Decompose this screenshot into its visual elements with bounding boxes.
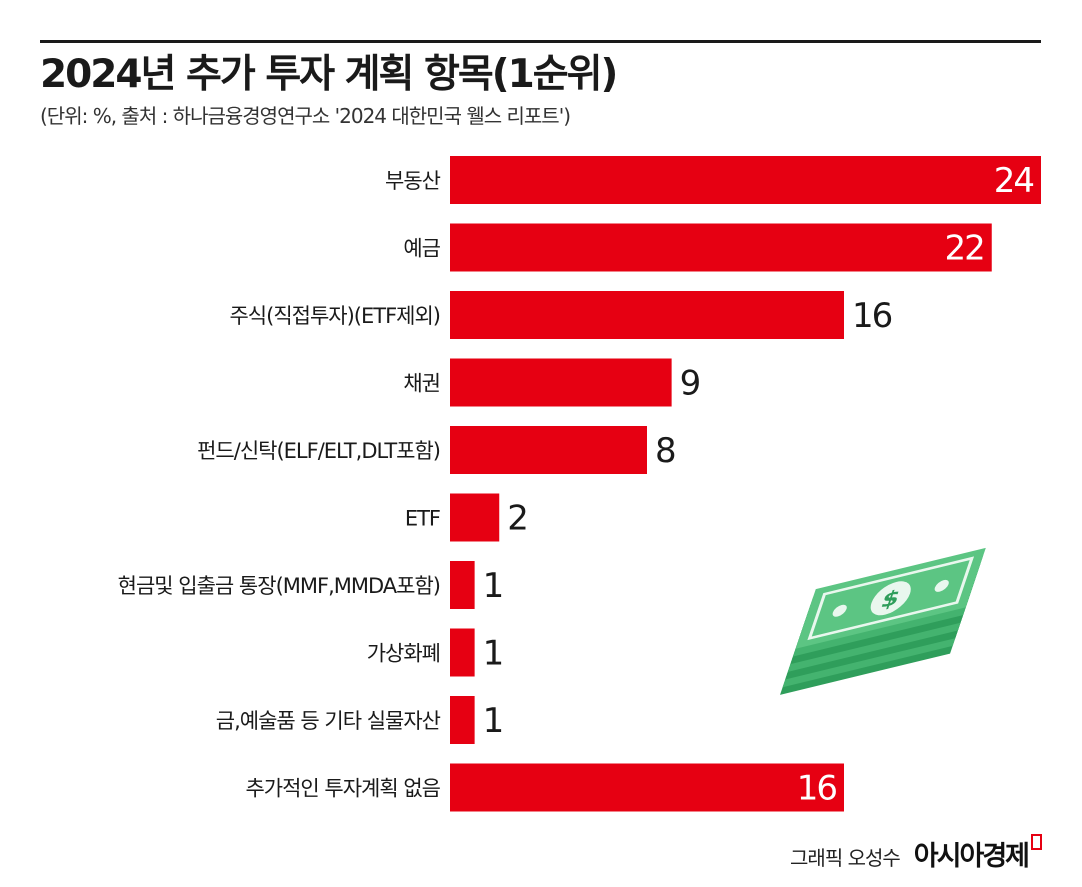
bar bbox=[450, 763, 844, 812]
brand-mark-icon bbox=[1031, 834, 1042, 850]
value-label: 2 bbox=[507, 499, 527, 539]
footer: 그래픽 오성수 아시아경제 bbox=[790, 834, 1042, 873]
bars-layer: 부동산 24 예금 22 주식(직접투자)(ETF제외) 16 채권 9 펀드/신탁(ELF/E… bbox=[118, 156, 1041, 812]
bar bbox=[450, 628, 475, 677]
category-label: 주식(직접투자)(ETF제외) bbox=[229, 304, 440, 328]
category-label: 가상화폐 bbox=[367, 642, 440, 666]
bar bbox=[450, 358, 672, 407]
category-label: ETF bbox=[405, 507, 440, 531]
bar bbox=[450, 156, 1041, 204]
value-label: 1 bbox=[483, 566, 503, 606]
chart-subtitle: (단위: %, 출처 : 하나금융경영연구소 '2024 대한민국 웰스 리포트… bbox=[40, 104, 571, 128]
bar bbox=[450, 291, 844, 339]
value-label: 9 bbox=[680, 364, 700, 404]
value-label: 8 bbox=[655, 431, 675, 471]
value-label: 22 bbox=[944, 229, 983, 269]
category-label: 현금및 입출금 통장(MMF,MMDA포함) bbox=[118, 574, 440, 598]
bar bbox=[450, 696, 475, 744]
top-rule bbox=[40, 40, 1041, 43]
graphic-credit: 그래픽 오성수 bbox=[790, 846, 901, 870]
category-label: 펀드/신탁(ELF/ELT,DLT포함) bbox=[197, 439, 440, 463]
category-label: 금,예술품 등 기타 실물자산 bbox=[216, 709, 441, 733]
brand-name: 아시아경제 bbox=[913, 841, 1030, 872]
bar bbox=[450, 493, 500, 542]
value-label: 1 bbox=[483, 701, 503, 741]
bar bbox=[450, 561, 475, 609]
value-label: 16 bbox=[852, 296, 892, 336]
brand-logo: 아시아경제 bbox=[914, 834, 1042, 873]
money-stack-icon: $ bbox=[780, 547, 986, 695]
value-label: 1 bbox=[483, 634, 503, 674]
category-label: 예금 bbox=[403, 237, 440, 261]
bar bbox=[450, 426, 647, 474]
chart-title: 2024년 추가 투자 계획 항목(1순위) bbox=[40, 52, 618, 97]
value-label: 24 bbox=[994, 161, 1034, 201]
category-label: 추가적인 투자계획 없음 bbox=[245, 777, 440, 801]
category-label: 부동산 bbox=[385, 169, 441, 193]
value-label: 16 bbox=[797, 769, 837, 809]
category-label: 채권 bbox=[403, 372, 440, 396]
bar bbox=[450, 223, 992, 272]
